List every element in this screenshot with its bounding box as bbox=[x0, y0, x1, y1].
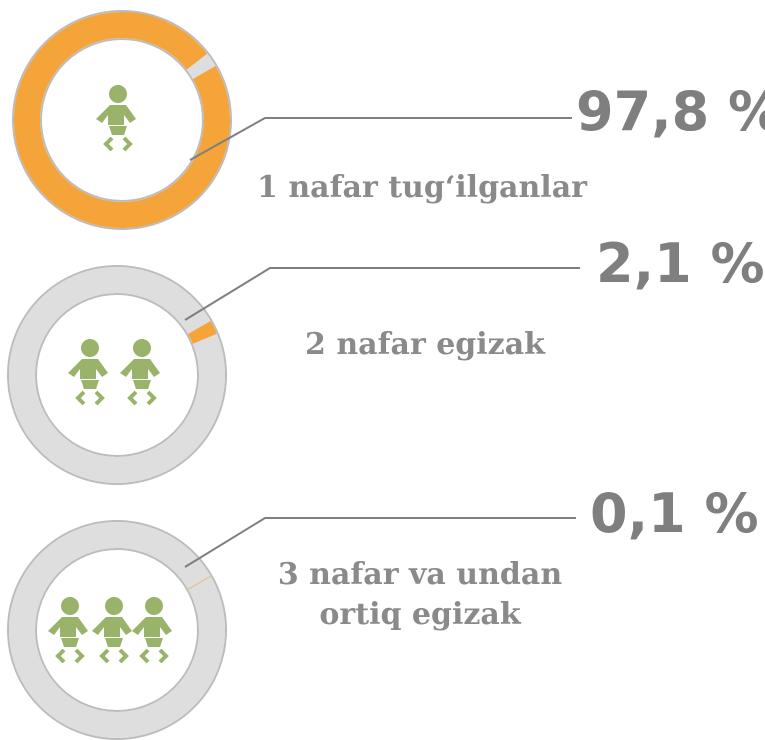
leader-line bbox=[184, 267, 580, 321]
ring-track bbox=[9, 522, 225, 738]
category-label: 1 nafar tug‘ilganlar bbox=[257, 170, 587, 205]
baby-icon bbox=[94, 83, 138, 152]
ring-outline bbox=[35, 293, 199, 457]
percentage: 0,1 % bbox=[590, 482, 759, 545]
ring-track bbox=[9, 267, 225, 483]
ring-outline bbox=[7, 265, 227, 485]
ring-outline bbox=[12, 10, 232, 230]
percentage: 2,1 % bbox=[596, 232, 765, 295]
leader-line bbox=[184, 517, 576, 568]
percentage: 97,8 % bbox=[576, 80, 765, 143]
ring-segment bbox=[14, 12, 230, 228]
baby-icon bbox=[130, 595, 174, 664]
leader-line bbox=[189, 117, 572, 161]
ring-segment bbox=[187, 321, 217, 344]
ring-outline bbox=[7, 520, 227, 740]
baby-icon bbox=[90, 595, 134, 664]
ring-outline bbox=[40, 38, 204, 202]
category-label: 2 nafar egizak bbox=[305, 327, 545, 362]
baby-icon bbox=[118, 337, 162, 406]
ring-outline bbox=[35, 548, 199, 712]
category-label: 3 nafar va undan ortiq egizak bbox=[277, 557, 563, 632]
baby-icon bbox=[66, 337, 110, 406]
baby-icon bbox=[46, 595, 90, 664]
